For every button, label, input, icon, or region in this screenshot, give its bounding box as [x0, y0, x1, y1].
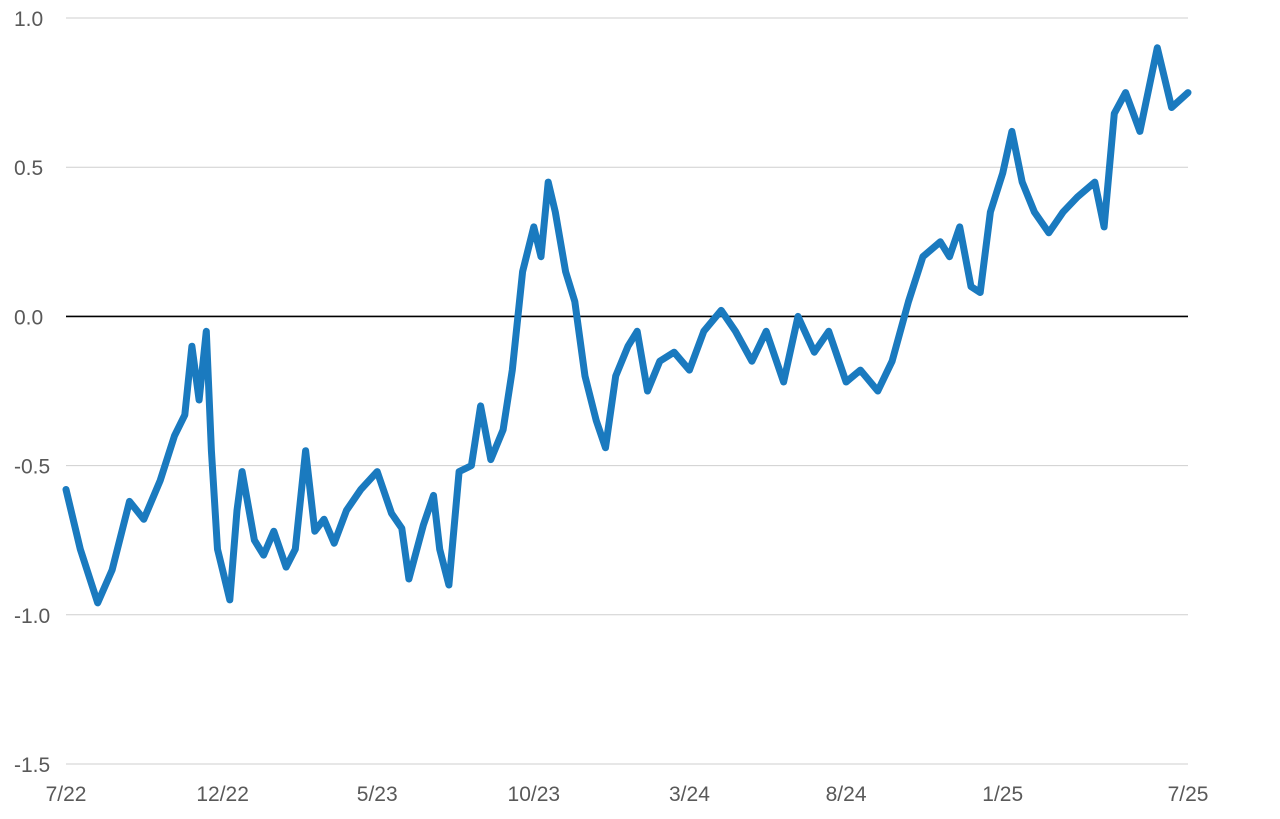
y-tick-label: -1.5 — [14, 754, 50, 777]
x-tick-label: 3/24 — [669, 783, 710, 806]
x-tick-label: 12/22 — [196, 783, 249, 806]
x-tick-label: 8/24 — [826, 783, 867, 806]
x-tick-label: 10/23 — [508, 783, 561, 806]
gridlines — [66, 17, 1188, 765]
x-tick-label: 7/25 — [1168, 783, 1209, 806]
y-tick-label: 1.0 — [14, 8, 43, 31]
y-tick-label: -1.0 — [14, 605, 50, 628]
x-axis-tick-labels: 7/22 12/22 5/23 10/23 3/24 8/24 1/25 7/25 — [46, 783, 1209, 806]
y-tick-label: 0.0 — [14, 306, 43, 329]
series-layer — [62, 44, 1192, 607]
x-tick-label: 5/23 — [357, 783, 398, 806]
x-tick-label: 7/22 — [46, 783, 87, 806]
series-line — [62, 44, 1192, 607]
x-tick-label: 1/25 — [982, 783, 1023, 806]
y-axis-tick-labels: -1.5 -1.0 -0.5 0.0 0.5 1.0 — [14, 8, 50, 777]
y-tick-label: 0.5 — [14, 157, 43, 180]
y-tick-label: -0.5 — [14, 456, 50, 479]
